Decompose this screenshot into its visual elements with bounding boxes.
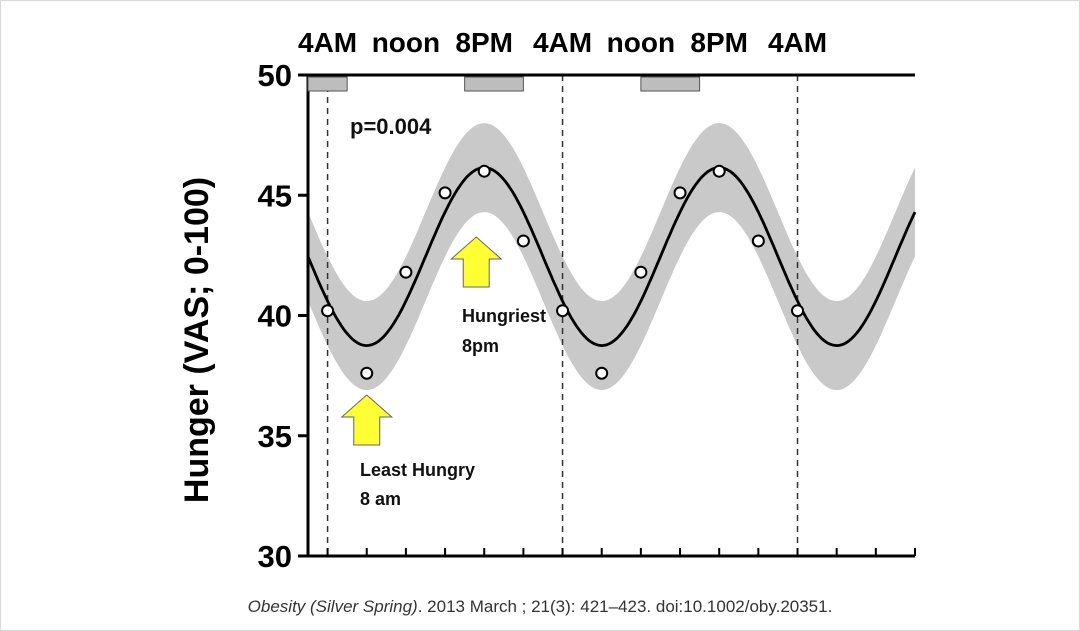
data-point xyxy=(751,234,765,248)
least-hungry-label: 8 am xyxy=(360,489,401,509)
data-points-layer xyxy=(321,164,805,380)
annotations-layer: Hungriest 8pm Least Hungry 8 am xyxy=(340,236,546,509)
data-point xyxy=(321,304,335,318)
dashed-lines-layer xyxy=(326,75,799,556)
fit-curve-layer xyxy=(306,166,917,348)
top-time-label: 8PM xyxy=(690,27,748,58)
cosinor-fit-curve xyxy=(306,166,917,348)
night-period-bar xyxy=(307,76,348,92)
top-time-label: 8PM xyxy=(455,27,513,58)
hungriest-label: 8pm xyxy=(462,336,499,356)
data-point xyxy=(712,164,726,178)
hungriest-label: Hungriest xyxy=(462,306,546,326)
data-point xyxy=(399,265,413,279)
citation-journal: Obesity (Silver Spring) xyxy=(247,597,418,616)
y-tick-label: 50 xyxy=(258,58,292,93)
data-point xyxy=(556,304,570,318)
top-time-label: 4AM xyxy=(298,27,357,58)
night-period-bar xyxy=(464,76,524,92)
data-point xyxy=(595,366,609,380)
y-tick-label: 35 xyxy=(258,419,292,454)
citation: Obesity (Silver Spring). 2013 March ; 21… xyxy=(0,597,1080,617)
data-point xyxy=(477,164,491,178)
citation-details: . 2013 March ; 21(3): 421–423. doi:10.10… xyxy=(417,597,833,616)
confidence-band xyxy=(308,123,915,391)
top-time-label: 4AM xyxy=(768,27,827,58)
top-time-label: noon xyxy=(607,27,675,58)
y-tick-label: 40 xyxy=(258,299,292,334)
y-tick-label: 30 xyxy=(258,539,292,574)
data-point xyxy=(634,265,648,279)
data-point xyxy=(438,186,452,200)
least-hungry-label: Least Hungry xyxy=(360,460,475,480)
data-point xyxy=(791,304,805,318)
y-axis-label: Hunger (VAS; 0-100) xyxy=(178,177,216,503)
hungriest-arrow xyxy=(449,236,503,288)
least-hungry-arrow xyxy=(340,394,394,446)
data-point xyxy=(360,366,374,380)
top-time-label: noon xyxy=(372,27,440,58)
data-point xyxy=(673,186,687,200)
night-period-bar xyxy=(640,76,701,92)
y-tick-label: 45 xyxy=(258,178,292,213)
confidence-band-layer xyxy=(308,123,915,391)
p-value-label: p=0.004 xyxy=(350,114,432,139)
top-time-label: 4AM xyxy=(533,27,592,58)
data-point xyxy=(516,234,530,248)
